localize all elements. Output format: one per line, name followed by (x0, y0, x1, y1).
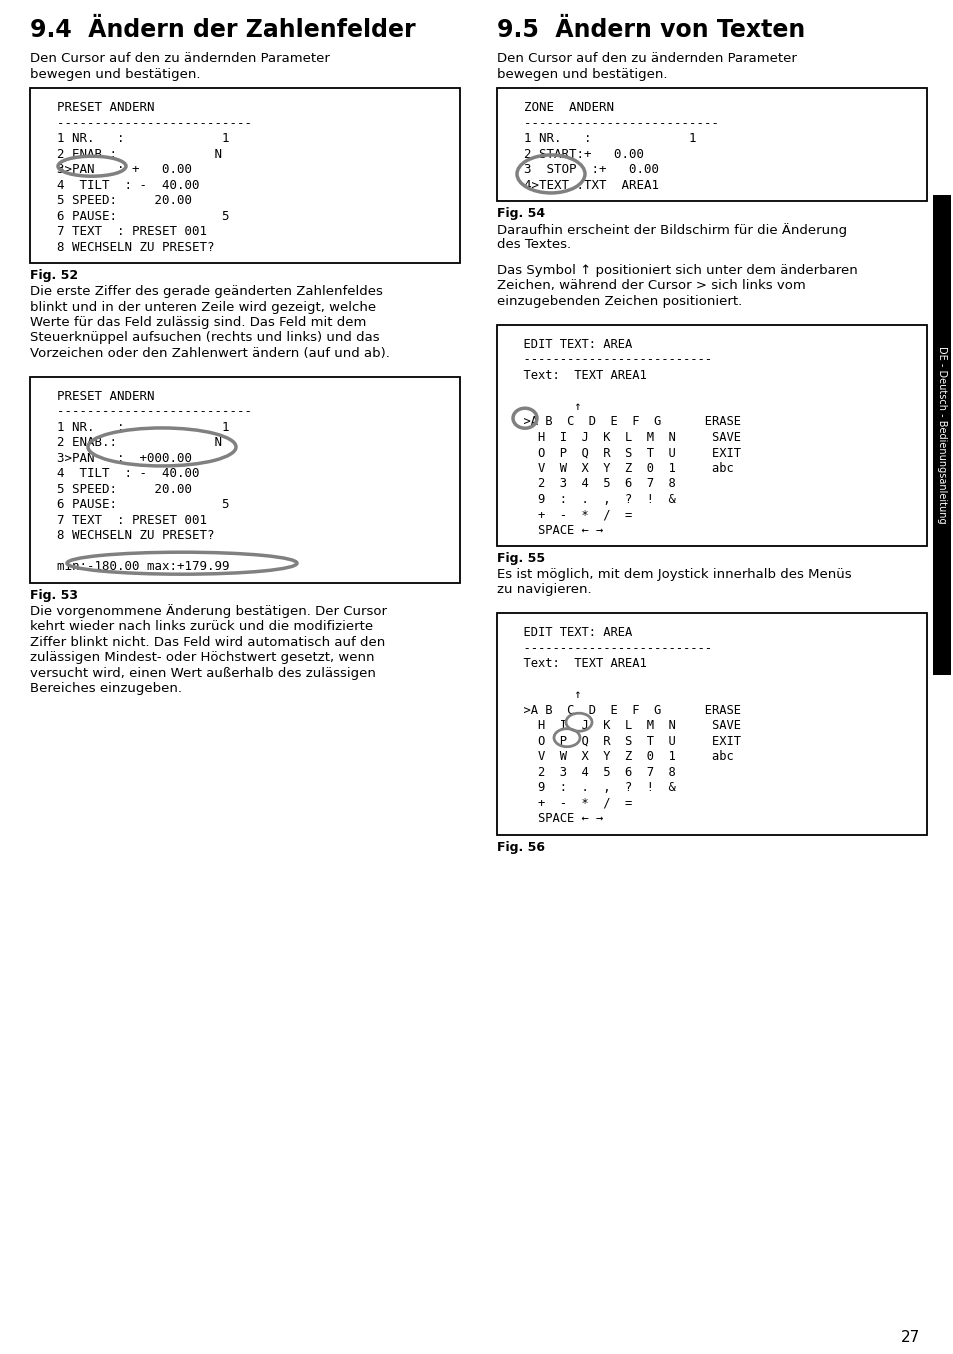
Text: 9.5  Ändern von Texten: 9.5 Ändern von Texten (497, 18, 804, 42)
Text: Das Symbol ↑ positioniert sich unter dem änderbaren: Das Symbol ↑ positioniert sich unter dem… (497, 264, 857, 278)
Text: 4>TEXT :TXT  AREA1: 4>TEXT :TXT AREA1 (509, 179, 659, 192)
Text: bewegen und bestätigen.: bewegen und bestätigen. (30, 68, 200, 81)
Text: SPACE ← →: SPACE ← → (509, 812, 602, 825)
Text: 7 TEXT  : PRESET 001: 7 TEXT : PRESET 001 (42, 513, 207, 527)
Text: >A B  C  D  E  F  G      ERASE: >A B C D E F G ERASE (509, 704, 740, 716)
Text: 3>PAN   : +   0.00: 3>PAN : + 0.00 (42, 164, 192, 176)
Text: 8 WECHSELN ZU PRESET?: 8 WECHSELN ZU PRESET? (42, 529, 214, 542)
Text: zulässigen Mindest- oder Höchstwert gesetzt, wenn: zulässigen Mindest- oder Höchstwert gese… (30, 651, 375, 663)
Text: O  P  Q  R  S  T  U     EXIT: O P Q R S T U EXIT (509, 735, 740, 747)
Text: V  W  X  Y  Z  0  1     abc: V W X Y Z 0 1 abc (509, 750, 733, 764)
Text: zu navigieren.: zu navigieren. (497, 584, 591, 597)
Text: Den Cursor auf den zu ändernden Parameter: Den Cursor auf den zu ändernden Paramete… (497, 51, 796, 65)
Text: Text:  TEXT AREA1: Text: TEXT AREA1 (509, 657, 646, 670)
Text: +  -  *  /  =: + - * / = (509, 796, 632, 810)
Text: 1 NR.   :             1: 1 NR. : 1 (42, 133, 230, 145)
Text: versucht wird, einen Wert außerhalb des zulässigen: versucht wird, einen Wert außerhalb des … (30, 666, 375, 680)
Text: 3>PAN   :  +000.00: 3>PAN : +000.00 (42, 452, 192, 464)
Text: Zeichen, während der Cursor > sich links vom: Zeichen, während der Cursor > sich links… (497, 279, 805, 292)
Text: Vorzeichen oder den Zahlenwert ändern (auf und ab).: Vorzeichen oder den Zahlenwert ändern (a… (30, 347, 390, 360)
Text: 9  :  .  ,  ?  !  &: 9 : . , ? ! & (509, 781, 675, 795)
Text: Fig. 55: Fig. 55 (497, 552, 544, 565)
Text: EDIT TEXT: AREA: EDIT TEXT: AREA (509, 626, 632, 639)
Text: Fig. 53: Fig. 53 (30, 589, 78, 601)
Text: Die vorgenommene Änderung bestätigen. Der Cursor: Die vorgenommene Änderung bestätigen. De… (30, 604, 387, 619)
Text: +  -  *  /  =: + - * / = (509, 508, 632, 521)
Text: einzugebenden Zeichen positioniert.: einzugebenden Zeichen positioniert. (497, 295, 741, 307)
Text: 5 SPEED:     20.00: 5 SPEED: 20.00 (42, 482, 192, 496)
Text: ZONE  ANDERN: ZONE ANDERN (509, 102, 614, 114)
Text: 7 TEXT  : PRESET 001: 7 TEXT : PRESET 001 (42, 225, 207, 238)
Text: 27: 27 (900, 1330, 919, 1345)
Text: --------------------------: -------------------------- (509, 116, 719, 130)
Text: kehrt wieder nach links zurück und die modifizierte: kehrt wieder nach links zurück und die m… (30, 620, 373, 634)
Text: 8 WECHSELN ZU PRESET?: 8 WECHSELN ZU PRESET? (42, 241, 214, 253)
Text: des Textes.: des Textes. (497, 238, 571, 252)
Text: Fig. 52: Fig. 52 (30, 269, 78, 282)
FancyBboxPatch shape (932, 195, 950, 676)
Text: H  I  J  K  L  M  N     SAVE: H I J K L M N SAVE (509, 431, 740, 444)
Text: 6 PAUSE:              5: 6 PAUSE: 5 (42, 498, 230, 512)
Text: Werte für das Feld zulässig sind. Das Feld mit dem: Werte für das Feld zulässig sind. Das Fe… (30, 315, 366, 329)
Text: 2  3  4  5  6  7  8: 2 3 4 5 6 7 8 (509, 765, 675, 779)
Text: >A B  C  D  E  F  G      ERASE: >A B C D E F G ERASE (509, 416, 740, 428)
Text: Daraufhin erscheint der Bildschirm für die Änderung: Daraufhin erscheint der Bildschirm für d… (497, 223, 846, 237)
Text: Bereiches einzugeben.: Bereiches einzugeben. (30, 682, 182, 695)
FancyBboxPatch shape (30, 88, 459, 263)
FancyBboxPatch shape (497, 88, 926, 200)
Text: 1 NR.   :             1: 1 NR. : 1 (42, 421, 230, 433)
Text: SPACE ← →: SPACE ← → (509, 524, 602, 536)
Text: Fig. 54: Fig. 54 (497, 207, 544, 219)
Text: blinkt und in der unteren Zeile wird gezeigt, welche: blinkt und in der unteren Zeile wird gez… (30, 301, 375, 314)
Text: 4  TILT  : -  40.00: 4 TILT : - 40.00 (42, 179, 199, 192)
Text: 6 PAUSE:              5: 6 PAUSE: 5 (42, 210, 230, 222)
Text: 2 ENAB.:             N: 2 ENAB.: N (42, 436, 222, 450)
Text: Steuerknüppel aufsuchen (rechts und links) und das: Steuerknüppel aufsuchen (rechts und link… (30, 332, 379, 344)
FancyBboxPatch shape (497, 325, 926, 546)
Text: 4  TILT  : -  40.00: 4 TILT : - 40.00 (42, 467, 199, 481)
Text: PRESET ANDERN: PRESET ANDERN (42, 390, 154, 402)
Text: ↑: ↑ (509, 399, 581, 413)
Text: 9.4  Ändern der Zahlenfelder: 9.4 Ändern der Zahlenfelder (30, 18, 416, 42)
Text: Fig. 56: Fig. 56 (497, 841, 544, 853)
Text: Text:  TEXT AREA1: Text: TEXT AREA1 (509, 368, 646, 382)
Text: H  I  J  K  L  M  N     SAVE: H I J K L M N SAVE (509, 719, 740, 733)
Text: V  W  X  Y  Z  0  1     abc: V W X Y Z 0 1 abc (509, 462, 733, 475)
Text: ↑: ↑ (509, 688, 581, 701)
Text: 2  3  4  5  6  7  8: 2 3 4 5 6 7 8 (509, 477, 675, 490)
Text: 2 START:+   0.00: 2 START:+ 0.00 (509, 148, 643, 161)
FancyBboxPatch shape (497, 613, 926, 834)
Text: --------------------------: -------------------------- (42, 405, 252, 418)
Text: 9  :  .  ,  ?  !  &: 9 : . , ? ! & (509, 493, 675, 505)
Text: min:-180.00 max:+179.99: min:-180.00 max:+179.99 (42, 561, 230, 573)
Text: O  P  Q  R  S  T  U     EXIT: O P Q R S T U EXIT (509, 447, 740, 459)
Text: Ziffer blinkt nicht. Das Feld wird automatisch auf den: Ziffer blinkt nicht. Das Feld wird autom… (30, 635, 385, 649)
Text: PRESET ANDERN: PRESET ANDERN (42, 102, 154, 114)
Text: Es ist möglich, mit dem Joystick innerhalb des Menüs: Es ist möglich, mit dem Joystick innerha… (497, 567, 851, 581)
Text: 5 SPEED:     20.00: 5 SPEED: 20.00 (42, 194, 192, 207)
Text: 1 NR.   :             1: 1 NR. : 1 (509, 133, 696, 145)
Text: Den Cursor auf den zu ändernden Parameter: Den Cursor auf den zu ändernden Paramete… (30, 51, 330, 65)
Text: bewegen und bestätigen.: bewegen und bestätigen. (497, 68, 667, 81)
Text: 3  STOP  :+   0.00: 3 STOP :+ 0.00 (509, 164, 659, 176)
Text: Die erste Ziffer des gerade geänderten Zahlenfeldes: Die erste Ziffer des gerade geänderten Z… (30, 284, 382, 298)
Text: --------------------------: -------------------------- (509, 642, 711, 655)
Text: DE - Deutsch - Bedienungsanleitung: DE - Deutsch - Bedienungsanleitung (936, 347, 946, 524)
Text: --------------------------: -------------------------- (42, 116, 252, 130)
Text: --------------------------: -------------------------- (509, 353, 711, 366)
Text: 2 ENAB.:             N: 2 ENAB.: N (42, 148, 222, 161)
FancyBboxPatch shape (30, 376, 459, 582)
Text: EDIT TEXT: AREA: EDIT TEXT: AREA (509, 337, 632, 351)
